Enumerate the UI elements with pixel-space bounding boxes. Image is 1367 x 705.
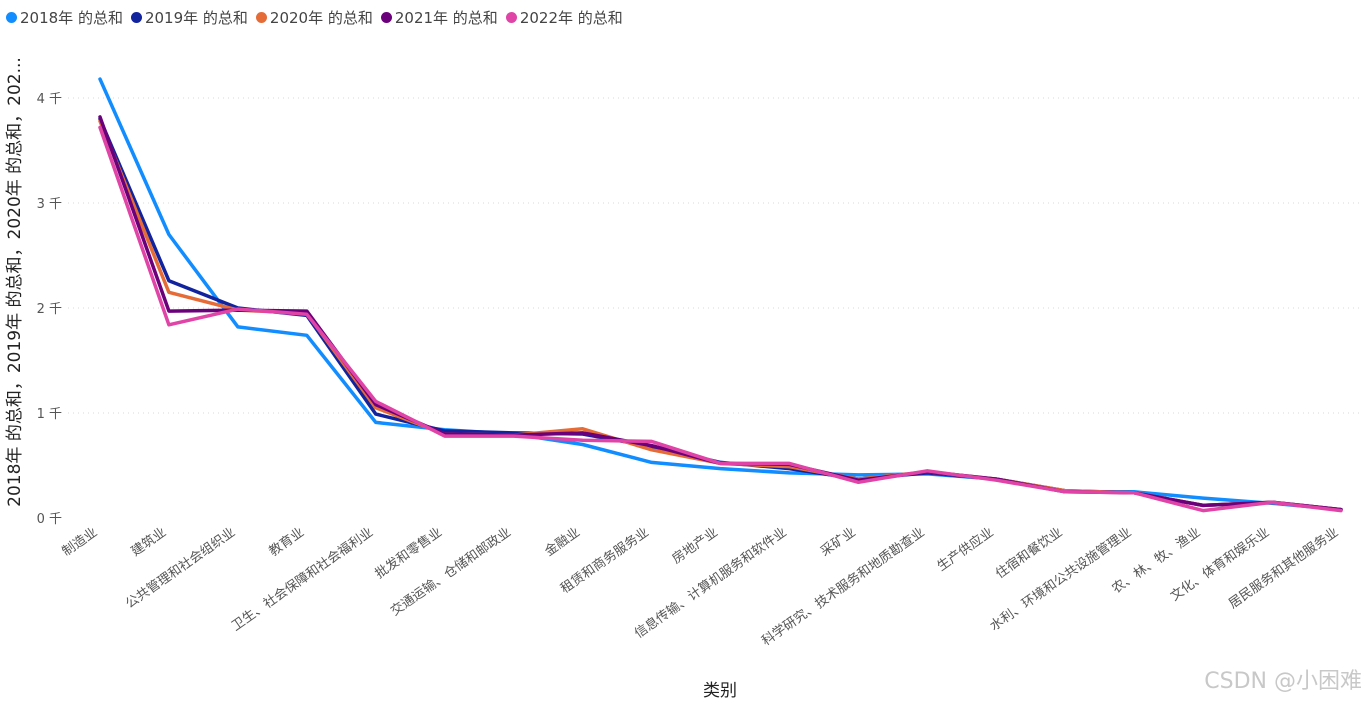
x-tick-label: 生产供应业 bbox=[934, 524, 996, 574]
x-tick-label: 公共管理和社会组织业 bbox=[123, 524, 239, 612]
x-tick-label: 制造业 bbox=[60, 525, 101, 560]
y-tick-label: 3 千 bbox=[37, 197, 62, 212]
legend-item-2[interactable]: 2019年 的总和 bbox=[130, 7, 248, 28]
legend-marker-icon bbox=[130, 11, 142, 23]
x-tick-label: 交通运输、仓储和邮政业 bbox=[388, 524, 514, 619]
x-tick-label: 房地产业 bbox=[669, 524, 721, 567]
y-tick-label: 4 千 bbox=[37, 92, 62, 107]
y-axis-title: 2018年 的总和，2019年 的总和，2020年 的总和，202... bbox=[5, 57, 25, 507]
y-tick-label: 1 千 bbox=[37, 407, 62, 422]
legend-label: 2019年 的总和 bbox=[144, 8, 248, 27]
legend: 2018年 的总和 2019年 的总和 2020年 的总和 2021年 的总和 2022… bbox=[6, 6, 631, 28]
watermark: CSDN @小困难 bbox=[1204, 669, 1362, 694]
series-line-1[interactable] bbox=[98, 77, 1343, 512]
grid-lines bbox=[68, 97, 1362, 414]
x-axis-title: 类别 bbox=[703, 681, 737, 701]
legend-item-5[interactable]: 2022年 的总和 bbox=[505, 7, 623, 28]
x-tick-label: 金融业 bbox=[542, 524, 583, 559]
legend-marker-icon bbox=[6, 11, 17, 23]
legend-marker-icon bbox=[380, 11, 392, 23]
x-tick-label: 水利、环境和公共设施管理业 bbox=[987, 525, 1134, 634]
x-tick-label: 批发和零售业 bbox=[372, 524, 445, 582]
x-tick-label: 建筑业 bbox=[128, 524, 169, 559]
x-tick-label: 教育业 bbox=[266, 524, 307, 559]
legend-label: 2022年 的总和 bbox=[519, 8, 623, 27]
series-lines bbox=[98, 77, 1343, 513]
y-tick-label: 0 千 bbox=[37, 512, 62, 527]
series-line-5[interactable] bbox=[98, 125, 1343, 513]
legend-label: 2020年 的总和 bbox=[269, 8, 373, 27]
x-tick-label: 采矿业 bbox=[818, 525, 859, 560]
x-tick-label: 居民服务和其他服务业 bbox=[1226, 524, 1342, 612]
legend-label: 2018年 的总和 bbox=[20, 8, 123, 27]
legend-marker-icon bbox=[255, 11, 267, 23]
y-axis-ticks: 0 千 1 千 2 千 3 千 4 千 bbox=[37, 92, 62, 527]
x-tick-label: 住宿和餐饮业 bbox=[992, 524, 1065, 582]
legend-item-1[interactable]: 2018年 的总和 bbox=[6, 7, 123, 28]
legend-item-3[interactable]: 2020年 的总和 bbox=[255, 7, 373, 28]
y-tick-label: 2 千 bbox=[37, 302, 62, 317]
legend-marker-icon bbox=[505, 11, 517, 23]
series-line-3[interactable] bbox=[98, 119, 1343, 512]
legend-label: 2021年 的总和 bbox=[394, 8, 498, 27]
legend-item-4[interactable]: 2021年 的总和 bbox=[380, 7, 498, 28]
